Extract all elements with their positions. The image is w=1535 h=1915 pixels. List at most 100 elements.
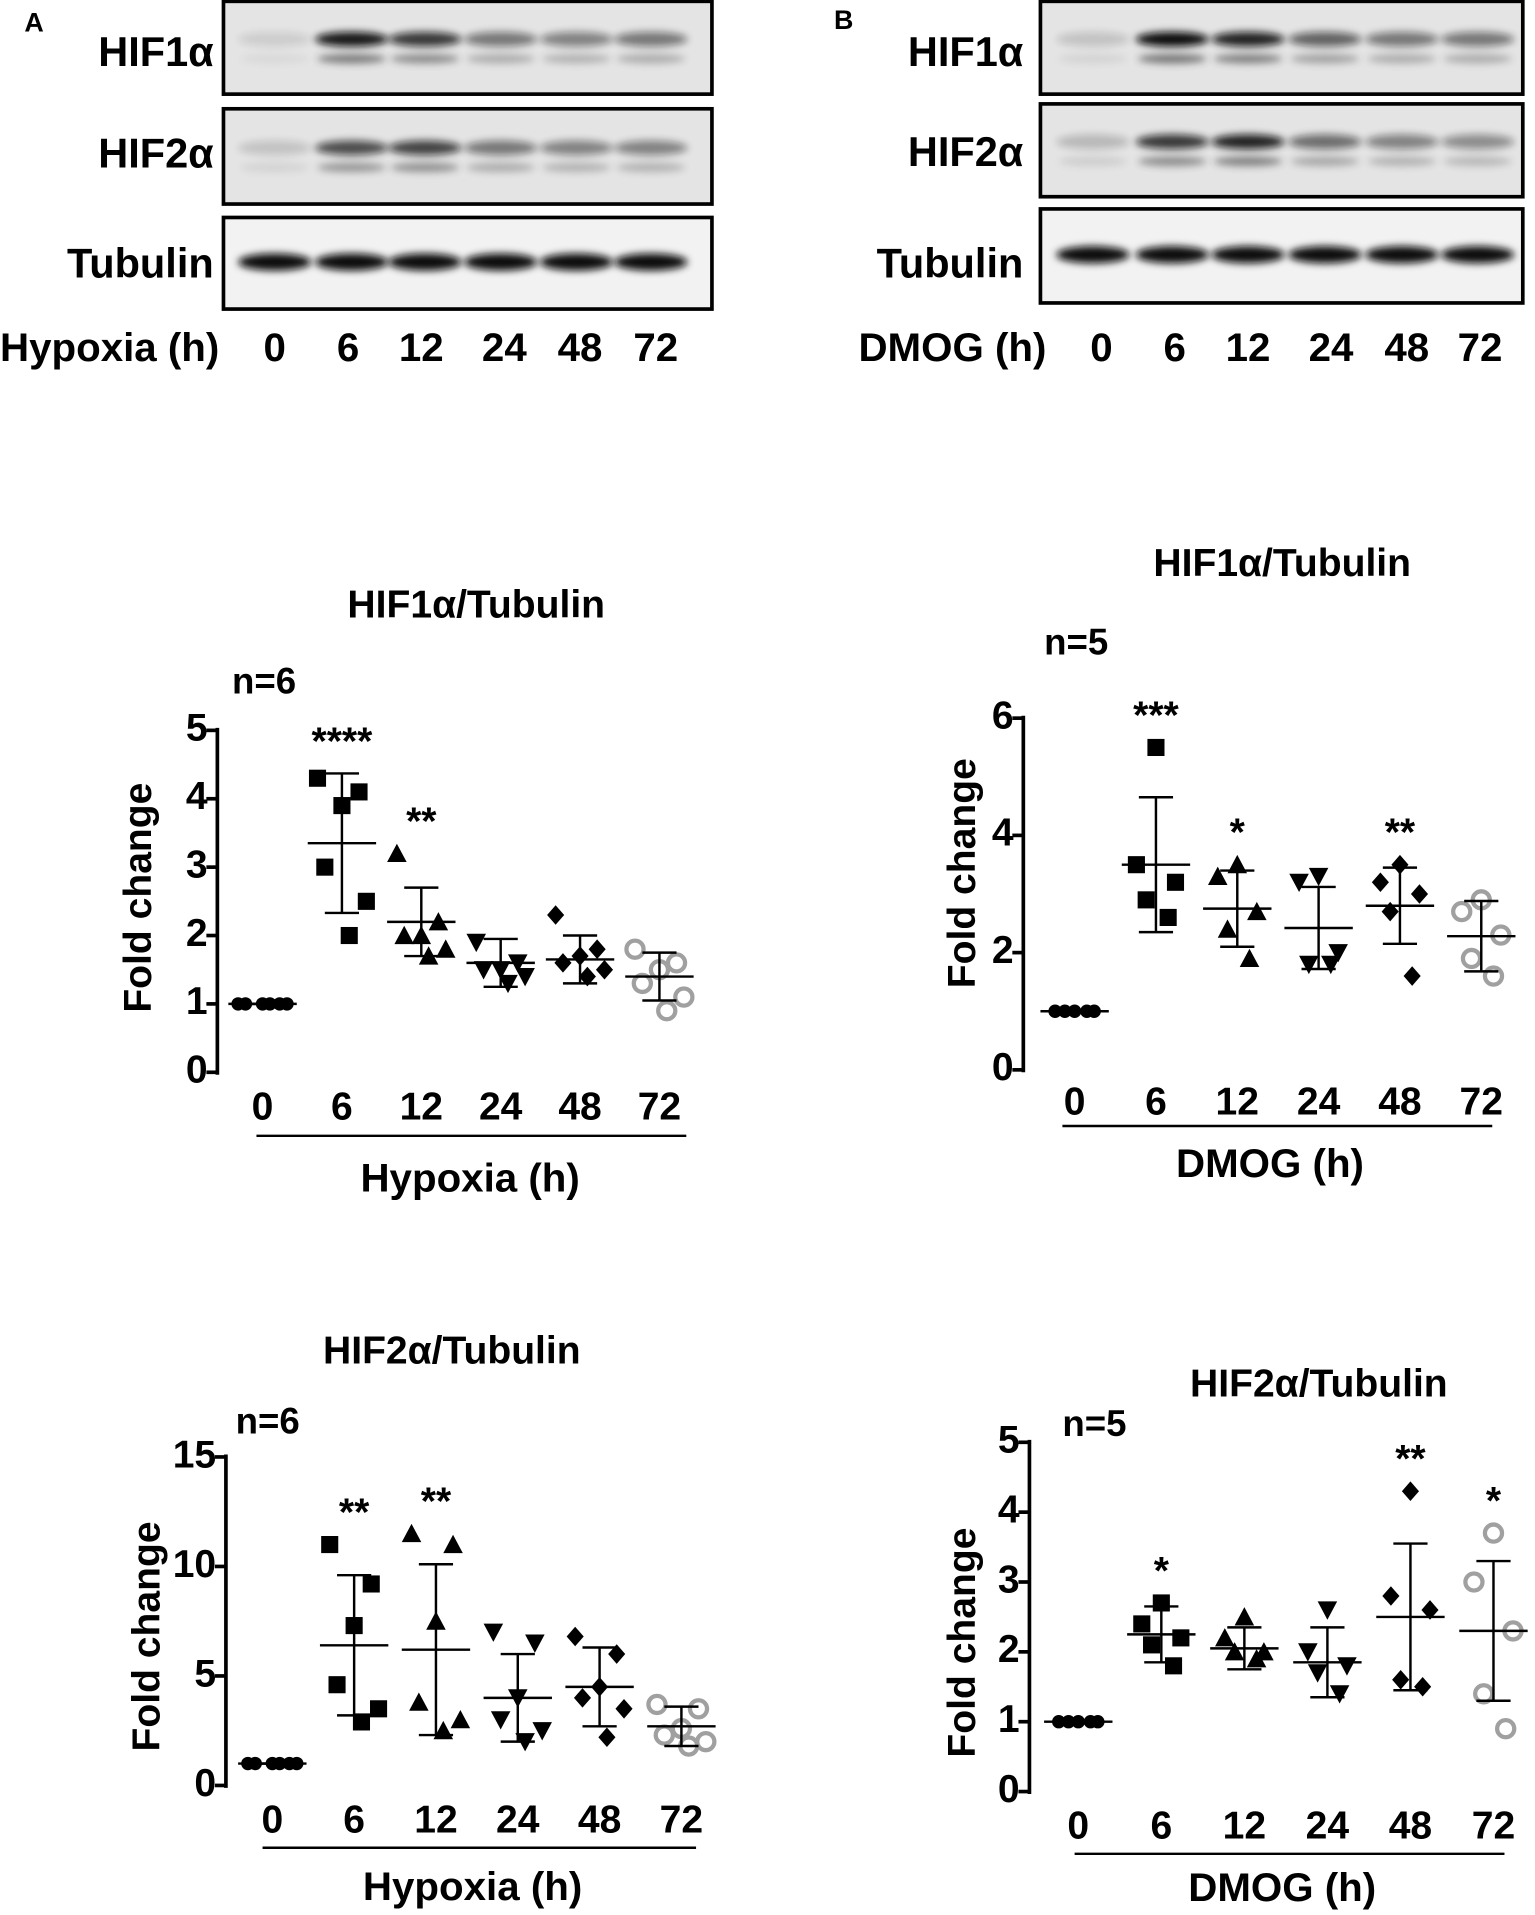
- chart-title: HIF2α/Tubulin: [1190, 1362, 1448, 1405]
- blot-band: [240, 53, 309, 64]
- data-point: [1495, 1718, 1517, 1740]
- y-tick-label: 4: [992, 812, 1014, 855]
- x-tick-label: 6: [343, 1798, 365, 1841]
- blot-band: [466, 53, 535, 64]
- blot-band: [539, 31, 614, 47]
- data-point: [1329, 1685, 1350, 1704]
- y-tick-label: 5: [194, 1652, 216, 1695]
- blot-lane-label: 48: [1384, 325, 1429, 370]
- blot-band: [1135, 134, 1209, 150]
- y-tick-label: 10: [173, 1543, 216, 1586]
- x-tick-label: 0: [261, 1798, 283, 1841]
- y-tick-label: 4: [186, 775, 208, 818]
- data-point: [387, 843, 407, 863]
- data-point: [362, 1575, 380, 1593]
- data-point: [1299, 955, 1319, 975]
- x-tick-label: 12: [1216, 1080, 1259, 1123]
- data-point: [615, 1699, 633, 1719]
- y-tick-label: 0: [194, 1762, 216, 1805]
- data-point: [547, 905, 565, 925]
- data-point: [1308, 867, 1329, 887]
- data-point: [532, 1722, 552, 1741]
- data-point: [595, 959, 614, 980]
- x-axis-title: DMOG (h): [1176, 1141, 1364, 1186]
- blot-band: [616, 162, 686, 173]
- data-point: [1137, 891, 1155, 909]
- sample-size: n=6: [236, 1401, 300, 1442]
- data-point: [1337, 1657, 1357, 1676]
- blot-band: [238, 31, 312, 47]
- data-point: [1451, 900, 1473, 923]
- chart-title: HIF1α/Tubulin: [1153, 542, 1411, 585]
- chart-title: HIF2α/Tubulin: [323, 1329, 581, 1372]
- blot-band: [1056, 246, 1130, 264]
- blot-panel: [221, 106, 714, 206]
- sample-size: n=5: [1044, 622, 1108, 663]
- data-point: [646, 1693, 668, 1716]
- data-point: [598, 1727, 616, 1748]
- data-point: [1159, 908, 1177, 926]
- data-point: [1239, 948, 1260, 968]
- blot-band: [388, 253, 462, 271]
- blot-band: [1440, 134, 1515, 150]
- y-tick-label: 2: [186, 912, 208, 955]
- y-tick-label: 5: [998, 1419, 1020, 1462]
- data-point: [435, 939, 456, 958]
- blot-x-label: Hypoxia (h): [0, 325, 219, 370]
- blot-panel: [1038, 0, 1525, 96]
- data-point: [566, 1626, 584, 1647]
- blot-band: [1288, 31, 1362, 47]
- x-tick-label: 0: [252, 1085, 274, 1128]
- blot-band: [317, 162, 386, 173]
- x-tick-label: 24: [496, 1798, 540, 1841]
- data-point: [573, 1688, 592, 1708]
- blot-band: [1138, 156, 1207, 167]
- data-point: [687, 1698, 710, 1720]
- blot-band: [1213, 53, 1283, 64]
- y-tick-label: 4: [998, 1488, 1020, 1531]
- x-tick-label: 48: [1389, 1805, 1432, 1848]
- x-tick-label: 12: [414, 1798, 457, 1841]
- x-tick-label: 12: [1223, 1805, 1266, 1848]
- data-point: [308, 769, 327, 787]
- blot-band: [390, 162, 460, 173]
- data-point: [1172, 1629, 1190, 1647]
- y-axis-title: Fold change: [941, 758, 984, 988]
- blot-lane-label: 24: [482, 325, 527, 370]
- data-point: [1392, 1670, 1410, 1690]
- blot-band: [1440, 246, 1515, 264]
- blot-lane-label: 0: [1090, 325, 1112, 370]
- data-point: [490, 1711, 511, 1730]
- x-tick-label: 48: [578, 1798, 621, 1841]
- significance: **: [1385, 812, 1416, 855]
- blot-band: [1365, 31, 1439, 47]
- y-tick-label: 1: [186, 980, 208, 1023]
- x-tick-label: 72: [1460, 1080, 1503, 1123]
- data-point: [1414, 1677, 1432, 1697]
- x-tick-label: 72: [638, 1085, 681, 1128]
- data-point: [1460, 947, 1483, 970]
- y-tick-label: 3: [998, 1558, 1020, 1601]
- data-point: [1371, 872, 1389, 893]
- data-point: [1289, 873, 1309, 893]
- blot-band: [317, 53, 386, 64]
- x-tick-label: 6: [1145, 1080, 1167, 1123]
- y-tick-label: 3: [186, 843, 208, 886]
- blot-lane-label: 6: [337, 325, 359, 370]
- data-point: [1246, 1649, 1267, 1668]
- blot-band: [539, 253, 614, 271]
- blot-band: [1290, 53, 1360, 64]
- data-point: [1143, 1636, 1161, 1654]
- x-tick-label: 0: [1064, 1080, 1086, 1123]
- data-point: [1401, 1481, 1419, 1501]
- blot-panel: [221, 0, 714, 96]
- x-tick-label: 72: [1472, 1805, 1515, 1848]
- blot-band: [1367, 53, 1437, 64]
- significance: **: [421, 1481, 452, 1524]
- blot-band: [614, 140, 688, 156]
- significance: *: [1486, 1480, 1502, 1523]
- blot-band: [542, 53, 611, 64]
- data-point: [401, 1523, 422, 1543]
- data-point: [1227, 854, 1248, 874]
- y-tick-label: 0: [998, 1768, 1020, 1811]
